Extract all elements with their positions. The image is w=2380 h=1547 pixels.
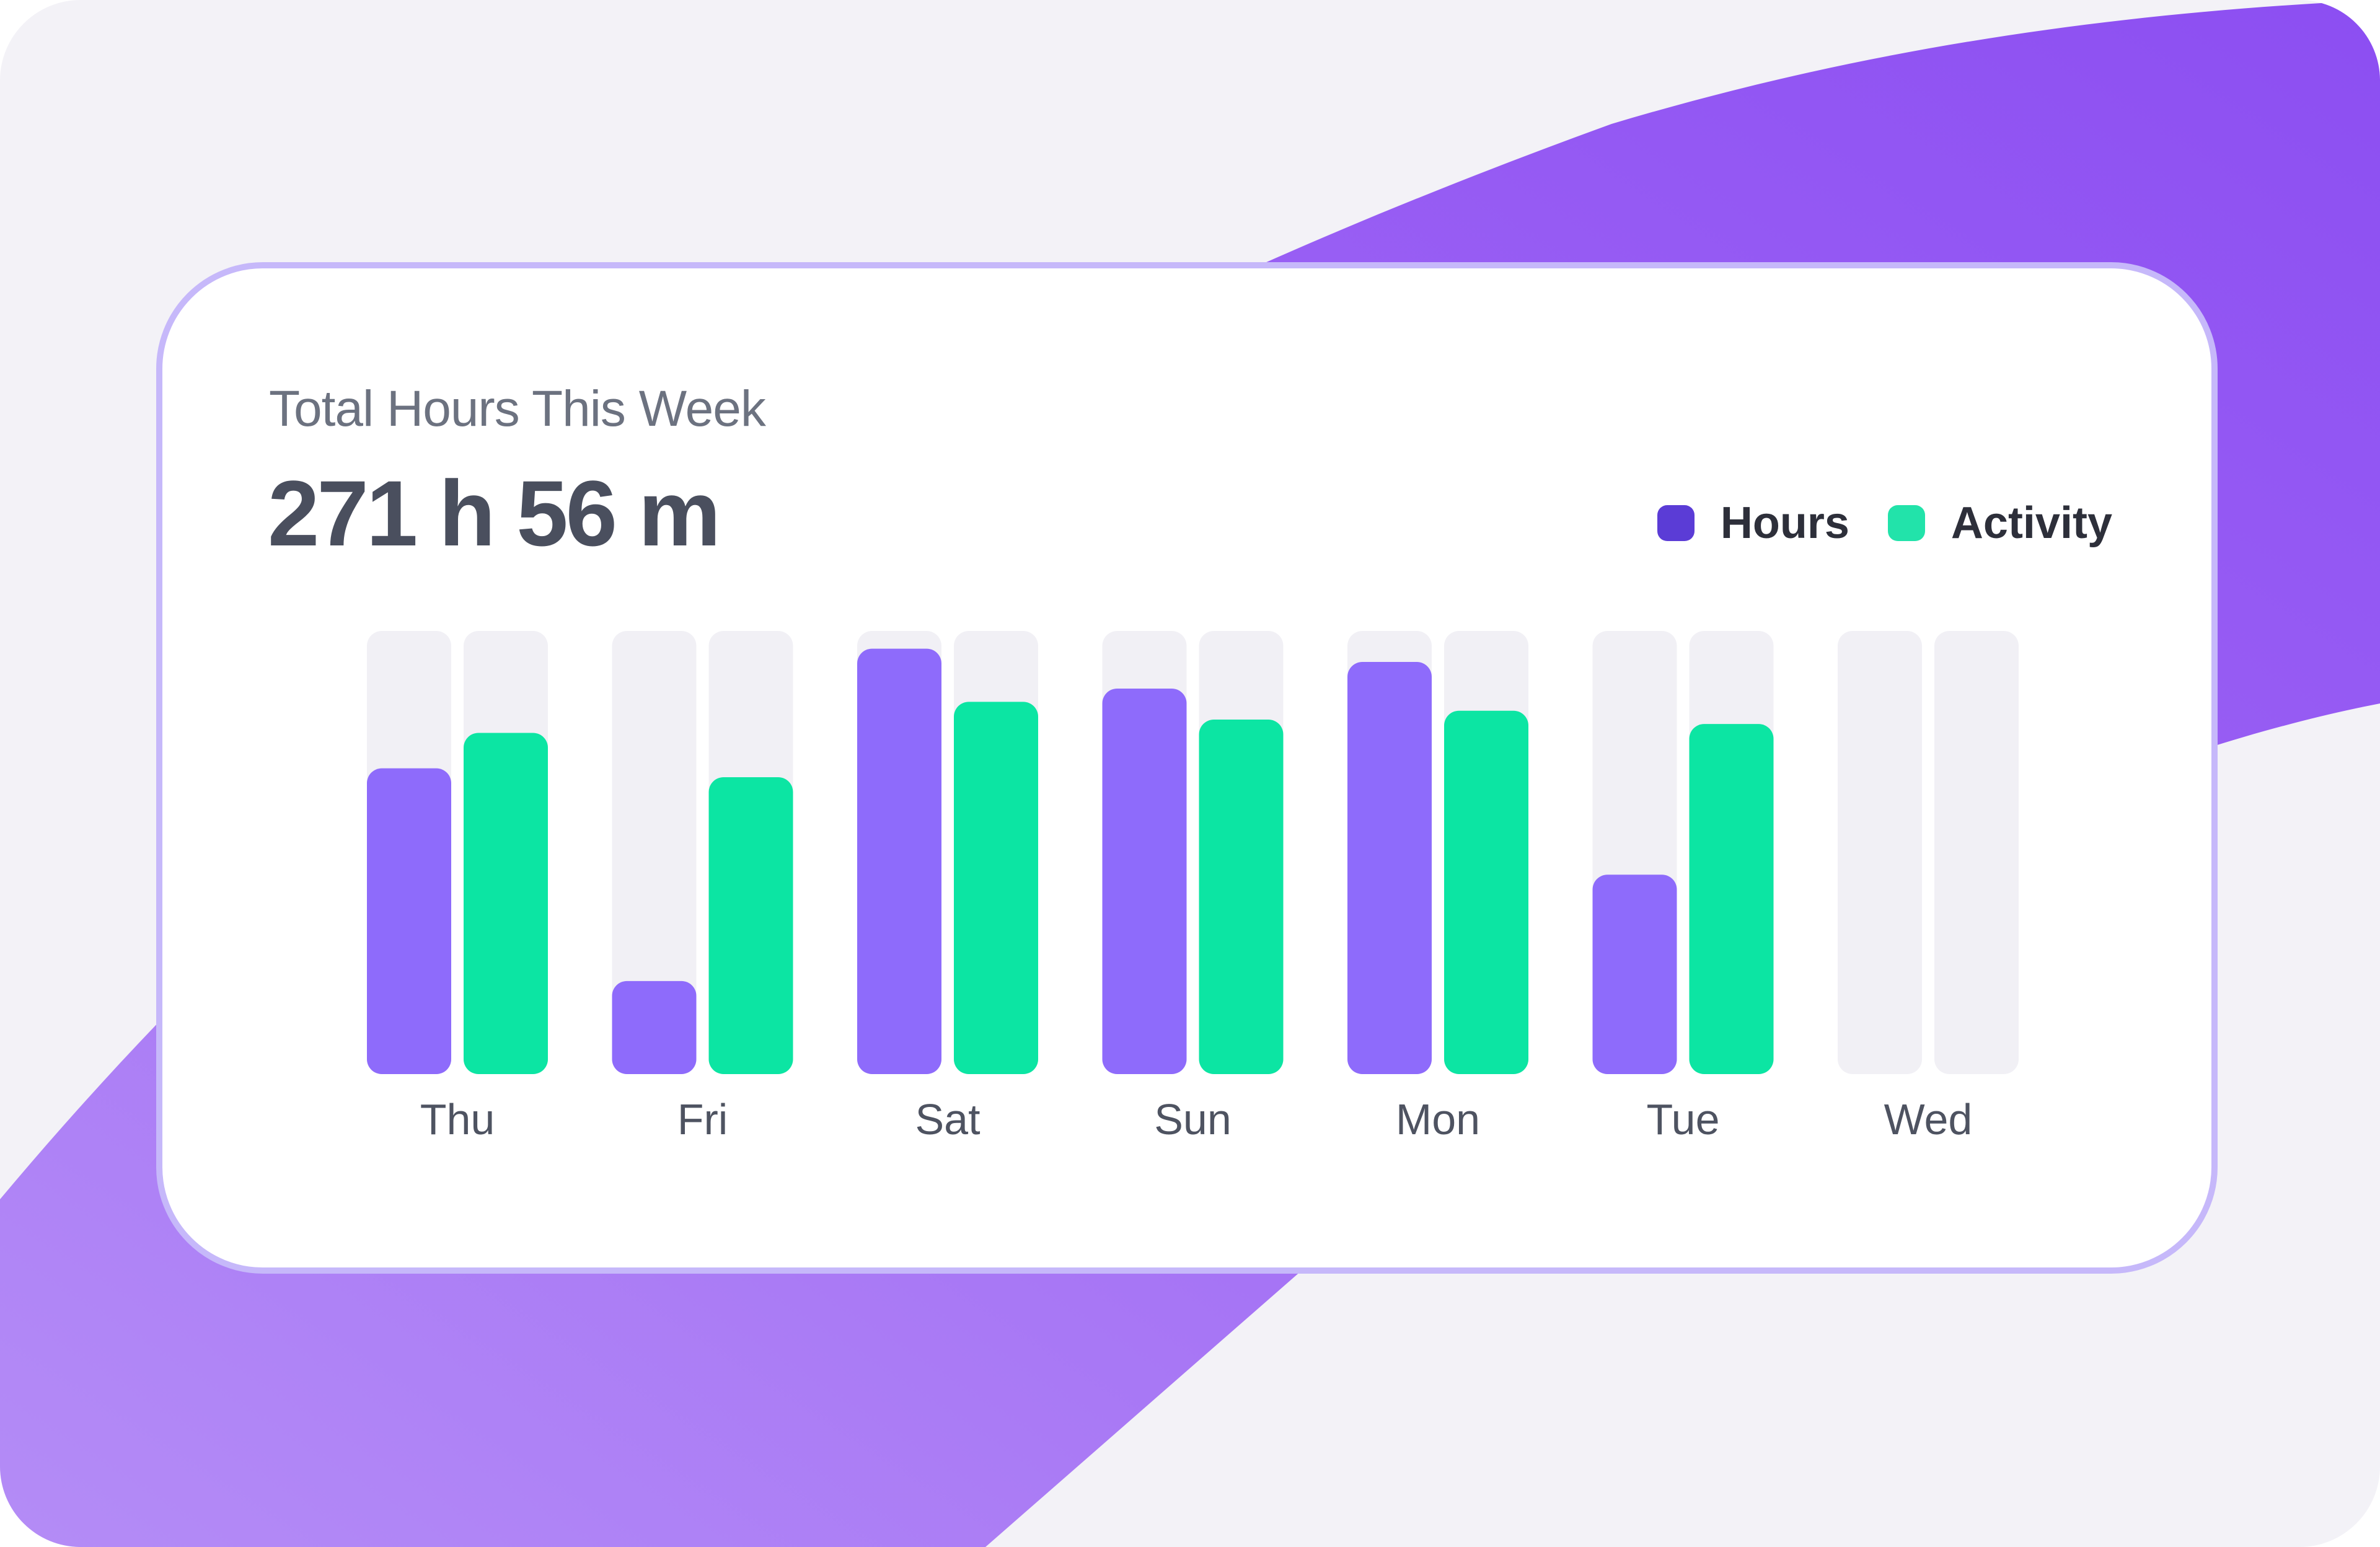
legend-item-activity[interactable]: Activity [1887,498,2112,549]
bar-fri-hours[interactable] [612,981,697,1074]
bar-sun-activity[interactable] [1199,720,1284,1074]
x-tick-label-thu: Thu [420,1095,495,1144]
bar-track-fri-hours [612,631,697,1074]
chart-legend: Hours Activity [1619,498,2112,549]
bar-track-wed-hours [1838,631,1922,1074]
bar-tue-activity[interactable] [1689,724,1774,1074]
legend-swatch-activity [1887,505,1925,541]
x-tick-label-sat: Sat [915,1095,980,1144]
weekly-bar-chart: Thu Fri Sat Sun Mon Tue Wed [367,631,2019,1144]
total-hours-value: 271 h 56 m [268,461,721,565]
legend-swatch-hours [1657,505,1695,541]
legend-item-hours[interactable]: Hours [1657,498,1849,549]
bar-sat-activity[interactable] [954,702,1038,1074]
x-tick-label-sun: Sun [1154,1095,1232,1144]
legend-label-hours: Hours [1720,498,1849,548]
bar-sat-hours[interactable] [857,648,941,1074]
bar-thu-hours[interactable] [367,768,451,1074]
bar-tue-hours[interactable] [1592,875,1677,1074]
bar-mon-hours[interactable] [1347,662,1432,1074]
card-subtitle: Total Hours This Week [269,381,766,437]
bar-track-wed-activity [1934,631,2019,1074]
bar-mon-activity[interactable] [1444,710,1528,1074]
x-tick-label-fri: Fri [677,1095,728,1144]
x-tick-label-mon: Mon [1396,1095,1480,1144]
x-tick-label-tue: Tue [1646,1095,1719,1144]
bar-thu-activity[interactable] [464,733,548,1074]
bar-sun-hours[interactable] [1102,688,1187,1074]
x-tick-label-wed: Wed [1884,1095,1973,1144]
legend-label-activity: Activity [1950,498,2112,548]
weekly-hours-card: Total Hours This Week 271 h 56 m Hours A… [156,262,2218,1274]
bar-fri-activity[interactable] [708,777,793,1074]
